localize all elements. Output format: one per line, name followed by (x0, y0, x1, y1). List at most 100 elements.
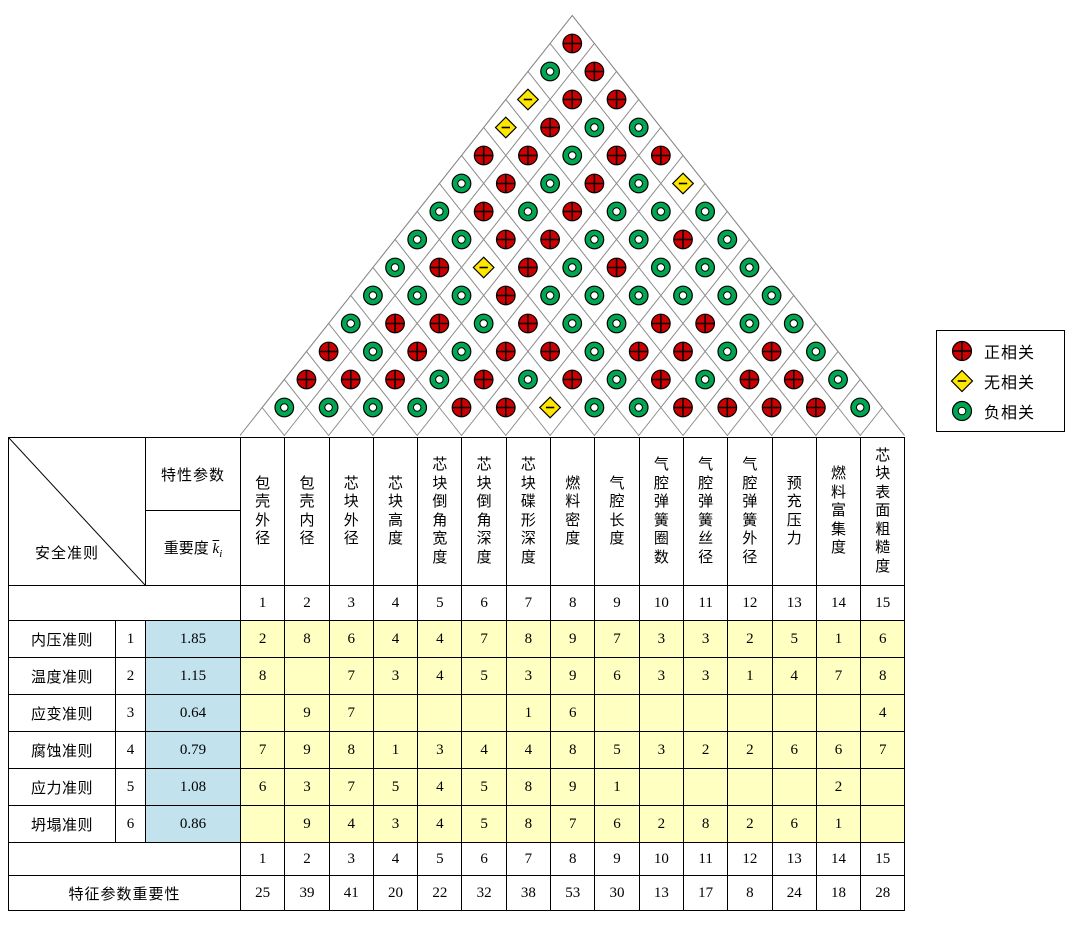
relationship-value: 6 (594, 805, 640, 843)
criterion-name: 应力准则 (8, 768, 116, 806)
positive-correlation-icon (495, 229, 516, 250)
positive-correlation-icon (495, 173, 516, 194)
relationship-value: 4 (461, 731, 507, 769)
positive-correlation-icon (296, 369, 317, 390)
param-number-row-top: 1 2 3 4 5 6 7 8 9 10 11 12 13 14 15 (8, 585, 906, 621)
roof-outline (240, 14, 905, 436)
negative-correlation-icon (951, 400, 973, 422)
relationship-value (461, 694, 507, 732)
relationship-value: 3 (682, 657, 729, 695)
criterion-importance: 0.79 (145, 731, 241, 769)
positive-correlation-icon (673, 397, 693, 418)
negative-correlation-icon (606, 201, 627, 222)
relationship-value: 1 (372, 731, 419, 769)
negative-correlation-icon (407, 285, 428, 306)
no-correlation-icon (950, 369, 974, 393)
param-header: 芯块高度 (372, 437, 419, 586)
negative-correlation-icon (451, 285, 472, 306)
axis-corner-cell: 安全准则 (8, 437, 146, 586)
param-axis-label: 特性参数 (160, 467, 225, 484)
relationship-value: 7 (550, 805, 596, 843)
positive-correlation-icon (451, 397, 472, 418)
param-header-row: 安全准则 特性参数 包壳外径包壳内径芯块外径芯块高度芯块倒角宽度芯块倒角深度芯块… (8, 437, 906, 586)
relationship-value: 2 (682, 731, 729, 769)
negative-correlation-icon (584, 285, 605, 306)
legend-item-positive: 正相关 (949, 338, 1060, 364)
param-number: 4 (372, 585, 419, 621)
criterion-row: 内压准则 1 1.85 2 8 6 4 4 7 8 9 7 3 3 2 5 1 6 (8, 620, 906, 658)
param-importance-total: 30 (594, 875, 640, 911)
positive-correlation-icon (562, 33, 583, 54)
negative-correlation-icon (584, 229, 605, 250)
relationship-value (771, 768, 817, 806)
param-number: 13 (771, 842, 817, 876)
param-number: 10 (638, 842, 684, 876)
negative-correlation-icon (451, 341, 472, 362)
criterion-importance: 0.86 (145, 805, 241, 843)
relationship-value: 9 (284, 805, 330, 843)
negative-correlation-icon (739, 313, 760, 334)
qfd-table: 安全准则 特性参数 包壳外径包壳内径芯块外径芯块高度芯块倒角宽度芯块倒角深度芯块… (8, 437, 906, 911)
relationship-value: 2 (239, 620, 286, 658)
param-number: 2 (284, 842, 330, 876)
positive-correlation-icon (783, 369, 804, 390)
positive-correlation-icon (562, 89, 583, 110)
negative-correlation-icon (606, 369, 627, 390)
param-number: 12 (727, 585, 773, 621)
criterion-number: 6 (115, 805, 146, 843)
param-header: 气腔长度 (594, 437, 640, 586)
relationship-value: 7 (815, 657, 862, 695)
positive-correlation-icon (761, 341, 782, 362)
positive-correlation-icon (495, 341, 516, 362)
relationship-value: 4 (417, 657, 463, 695)
param-number: 13 (771, 585, 817, 621)
param-importance-total: 41 (328, 875, 374, 911)
legend: 正相关 无相关 负相关 (936, 330, 1065, 432)
relationship-value: 9 (550, 620, 596, 658)
relationship-value: 1 (815, 805, 862, 843)
positive-correlation-icon (429, 257, 450, 278)
positive-correlation-icon (473, 369, 494, 390)
relationship-value (417, 694, 463, 732)
criterion-number: 2 (115, 657, 146, 695)
positive-correlation-icon (540, 117, 561, 138)
criterion-number: 1 (115, 620, 146, 658)
param-importance-total: 13 (638, 875, 684, 911)
negative-correlation-icon (761, 285, 782, 306)
param-header: 气腔弹簧丝径 (682, 437, 729, 586)
negative-correlation-icon (540, 173, 561, 194)
param-importance-total: 18 (815, 875, 862, 911)
legend-item-none: 无相关 (949, 368, 1060, 394)
relationship-value (682, 694, 729, 732)
criterion-row: 坍塌准则 6 0.86 9 4 3 4 5 8 7 6 2 8 2 6 1 (8, 805, 906, 843)
relationship-value: 4 (417, 768, 463, 806)
positive-correlation-icon (584, 61, 605, 82)
relationship-value: 5 (461, 768, 507, 806)
positive-correlation-icon (518, 313, 538, 334)
negative-correlation-icon (562, 257, 583, 278)
param-number: 6 (461, 842, 507, 876)
negative-correlation-icon (717, 285, 738, 306)
param-header: 燃料密度 (550, 437, 596, 586)
relationship-value: 5 (461, 657, 507, 695)
negative-correlation-icon (828, 369, 848, 390)
param-number: 10 (638, 585, 684, 621)
relationship-value: 2 (727, 805, 773, 843)
negative-correlation-icon (717, 341, 738, 362)
relationship-value: 6 (239, 768, 286, 806)
relationship-value: 8 (682, 805, 729, 843)
negative-correlation-icon (362, 397, 383, 418)
positive-correlation-icon (606, 257, 627, 278)
param-axis-label-cell: 特性参数 (145, 437, 241, 511)
negative-correlation-icon (739, 257, 760, 278)
relationship-value: 7 (328, 694, 374, 732)
relationship-value: 3 (284, 768, 330, 806)
relationship-value (638, 694, 684, 732)
negative-correlation-icon (584, 397, 605, 418)
param-number: 4 (372, 842, 419, 876)
relationship-value (284, 657, 330, 695)
param-number: 5 (417, 585, 463, 621)
no-correlation-icon (949, 368, 975, 394)
no-correlation-icon (538, 396, 562, 419)
param-header: 芯块碟形深度 (505, 437, 552, 586)
